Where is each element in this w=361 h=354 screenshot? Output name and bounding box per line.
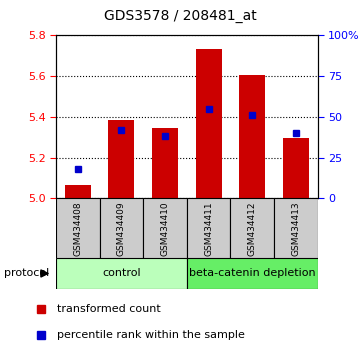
Bar — [100, 198, 143, 258]
Text: GSM434408: GSM434408 — [73, 201, 82, 256]
Text: GSM434410: GSM434410 — [161, 201, 170, 256]
Bar — [283, 138, 309, 198]
Bar — [143, 198, 187, 258]
Text: percentile rank within the sample: percentile rank within the sample — [57, 330, 245, 340]
Bar — [274, 198, 318, 258]
Bar — [56, 198, 100, 258]
Bar — [187, 258, 318, 289]
Bar — [65, 185, 91, 198]
Text: GDS3578 / 208481_at: GDS3578 / 208481_at — [104, 9, 257, 23]
Text: GSM434411: GSM434411 — [204, 201, 213, 256]
Text: transformed count: transformed count — [57, 304, 161, 314]
Bar — [239, 75, 265, 198]
Text: protocol: protocol — [4, 268, 49, 279]
Text: beta-catenin depletion: beta-catenin depletion — [189, 268, 316, 279]
Bar — [56, 258, 187, 289]
Text: GSM434412: GSM434412 — [248, 201, 257, 256]
Bar — [152, 128, 178, 198]
Text: GSM434409: GSM434409 — [117, 201, 126, 256]
Bar — [187, 198, 230, 258]
Bar — [230, 198, 274, 258]
Text: control: control — [102, 268, 141, 279]
Bar — [108, 120, 135, 198]
Bar — [196, 48, 222, 198]
Text: GSM434413: GSM434413 — [291, 201, 300, 256]
